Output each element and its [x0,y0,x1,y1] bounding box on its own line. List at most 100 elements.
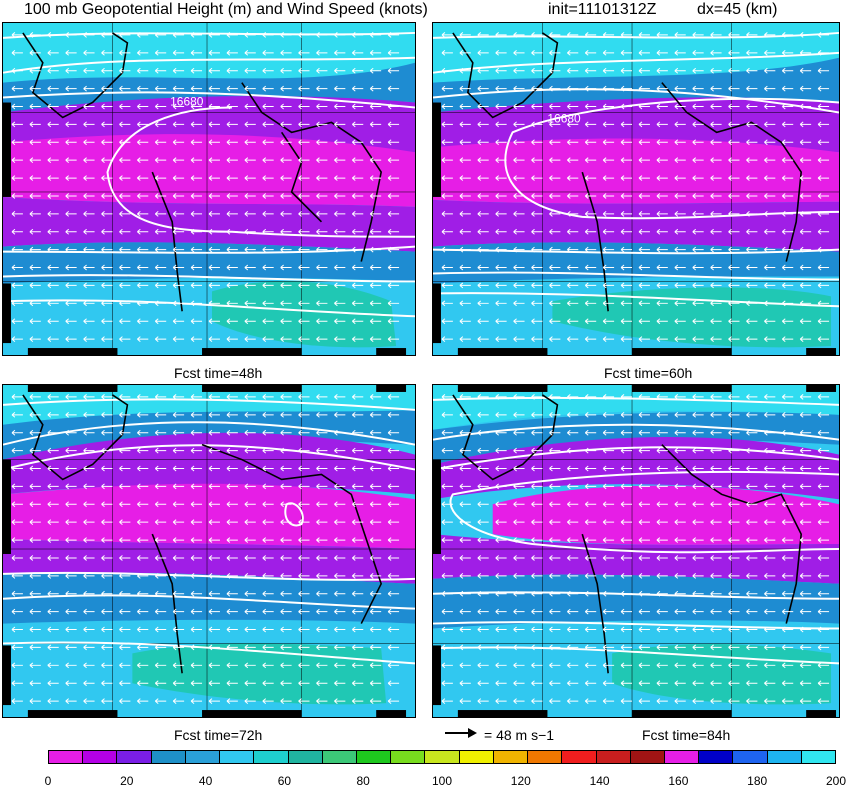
wind-arrow [584,336,597,342]
wind-arrow [262,85,274,92]
wind-arrow [190,572,203,579]
wind-arrow [781,246,794,253]
wind-arrow [584,644,597,651]
wind-arrow [620,429,633,436]
wind-arrow [29,537,41,543]
wind-arrow [208,537,220,543]
wind-arrow [119,537,131,543]
wind-arrow [172,210,185,217]
wind-arrow [513,447,525,454]
colorbar-swatch [493,751,529,763]
wind-arrow [65,49,77,56]
wind-arrow [549,411,561,418]
wind-arrow [584,175,597,181]
wind-arrow [567,555,579,561]
wind-arrow [334,662,346,669]
wind-arrow [531,501,543,508]
wind-arrow [746,537,758,543]
wind-arrow [47,121,59,128]
wind-arrow [710,555,722,561]
wind-arrow [11,644,23,651]
contour-label: 16680 [547,111,581,125]
wind-arrow [495,555,507,561]
wind-arrow [154,300,167,307]
wind-arrow [262,465,274,472]
wind-arrow [190,608,203,615]
wind-arrow [531,336,543,342]
wind-arrow [746,501,758,508]
wind-arrow [459,85,471,92]
wind-arrow [154,662,167,669]
wind-arrow [226,264,238,271]
wind-arrow [137,465,149,472]
wind-arrow [137,680,149,687]
wind-arrow [746,139,758,146]
wind-arrow [11,228,23,235]
wind-arrow [764,67,776,74]
wind-arrow [298,139,310,146]
wind-arrow [154,608,167,615]
wind-arrow [567,644,579,651]
wind-arrow [280,246,292,253]
wind-arrow [692,282,704,289]
wind-arrow [692,264,704,271]
wind-arrow [441,644,453,651]
wind-arrow [101,336,113,342]
wind-arrow [298,501,310,508]
wind-arrow [226,680,238,687]
wind-arrow [351,157,364,164]
frame-ticks-bottom [27,710,407,717]
wind-arrow [549,246,561,253]
wind-arrow [441,157,453,164]
wind-arrow [369,465,382,472]
wind-arrow [154,465,167,472]
wind-arrow [513,67,525,74]
wind-arrow [477,429,489,436]
wind-arrow [584,501,597,508]
wind-arrow [262,698,274,704]
wind-arrow [137,228,149,235]
wind-arrow [244,501,256,508]
wind-arrow [190,465,203,472]
wind-arrow [154,411,167,418]
wind-arrow [441,85,453,92]
wind-arrow [764,483,776,490]
colorbar-swatch [254,751,289,763]
wind-arrow [710,193,722,199]
wind-arrow [817,175,830,181]
wind-arrow [620,318,633,325]
wind-arrow [172,139,185,146]
wind-arrow [298,572,310,579]
wind-arrow [172,228,185,235]
wind-arrow [531,698,543,704]
wind-arrow [764,210,776,217]
wind-arrow [226,228,238,235]
wind-arrow [262,626,274,633]
wind-arrow [638,85,650,92]
wind-arrow [495,157,507,164]
wind-arrow [674,519,686,526]
wind-arrow [817,246,830,253]
wind-arrow [549,608,561,615]
wind-arrow [495,300,507,307]
wind-arrow [602,429,615,436]
wind-arrow [65,501,77,508]
colorbar-swatch [562,751,597,763]
wind-arrow [710,411,722,418]
wind-arrow [208,300,220,307]
wind-arrow [620,483,633,490]
wind-arrow [495,121,507,128]
wind-arrow [154,698,167,704]
wind-arrow [477,157,489,164]
wind-arrow [799,662,812,669]
wind-arrow [728,429,740,436]
wind-arrow [190,282,203,289]
wind-arrow [11,193,23,199]
wind-arrow [746,282,758,289]
wind-arrow [119,555,131,561]
wind-arrow [137,318,149,325]
wind-arrow [638,519,650,526]
wind-arrow [101,103,113,110]
wind-arrow [656,537,668,543]
wind-arrow [262,139,274,146]
